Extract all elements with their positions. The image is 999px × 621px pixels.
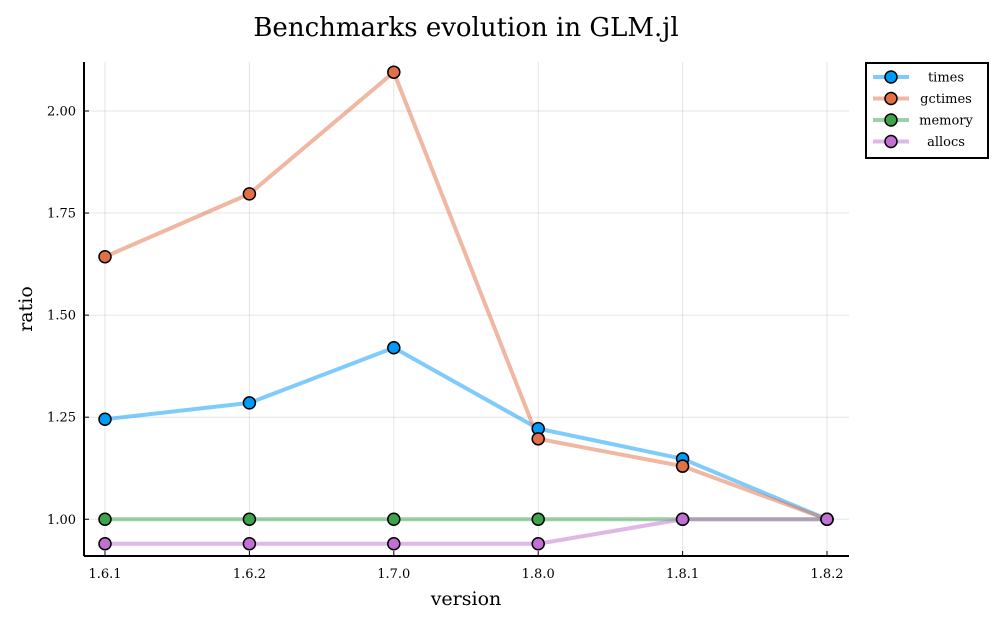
data-point-allocs	[387, 537, 401, 551]
data-point-times	[242, 396, 257, 410]
series-line-gctimes	[104, 70, 828, 522]
legend-label-gctimes: gctimes	[920, 92, 972, 107]
y-axis-label: ratio	[15, 286, 37, 332]
x-tick-label: 1.7.0	[377, 567, 410, 582]
x-tick-label: 1.8.1	[666, 567, 699, 582]
x-tick-label: 1.8.0	[522, 567, 555, 582]
x-ticks: 1.6.1 1.6.2 1.7.0 1.8.0 1.8.1 1.8.2	[88, 551, 844, 582]
legend-marker-memory	[884, 113, 898, 127]
data-point-allocs	[98, 537, 112, 551]
data-point-memory	[98, 512, 112, 527]
x-axis-label: version	[430, 588, 502, 610]
data-point-memory	[531, 512, 545, 527]
legend-label-allocs: allocs	[927, 135, 965, 150]
y-tick-label: 1.00	[47, 513, 76, 528]
data-point-gctimes	[675, 459, 690, 473]
y-ticks: 1.00 1.25 1.50 1.75 2.00	[47, 104, 89, 528]
legend: times gctimes memory allocs	[865, 62, 989, 159]
data-point-memory	[242, 512, 257, 527]
chart-title: Benchmarks evolution in GLM.jl	[253, 13, 678, 43]
data-point-gctimes	[531, 432, 545, 446]
data-point-gctimes	[387, 65, 401, 79]
series-group	[98, 65, 834, 551]
data-point-allocs	[242, 537, 257, 551]
x-tick-label: 1.6.1	[88, 567, 121, 582]
data-point-allocs	[531, 537, 545, 551]
series-line-allocs	[105, 517, 827, 546]
data-point-gctimes	[242, 187, 257, 201]
x-tick-label: 1.8.2	[810, 567, 843, 582]
legend-marker-times	[884, 70, 898, 84]
data-point-allocs	[820, 512, 834, 527]
legend-marker-allocs	[884, 134, 898, 149]
x-tick-label: 1.6.2	[233, 567, 266, 582]
data-point-times	[98, 412, 112, 426]
data-point-times	[387, 341, 401, 355]
legend-label-memory: memory	[919, 114, 973, 129]
axes	[83, 62, 849, 557]
y-tick-label: 1.25	[47, 411, 76, 426]
y-tick-label: 2.00	[47, 104, 76, 119]
data-point-memory	[387, 512, 401, 527]
series-line-times	[104, 345, 828, 522]
data-point-allocs	[675, 512, 690, 527]
legend-marker-gctimes	[884, 91, 898, 106]
y-tick-label: 1.50	[47, 309, 76, 324]
y-tick-label: 1.75	[47, 207, 76, 222]
data-point-gctimes	[98, 249, 112, 264]
legend-label-times: times	[928, 71, 964, 86]
